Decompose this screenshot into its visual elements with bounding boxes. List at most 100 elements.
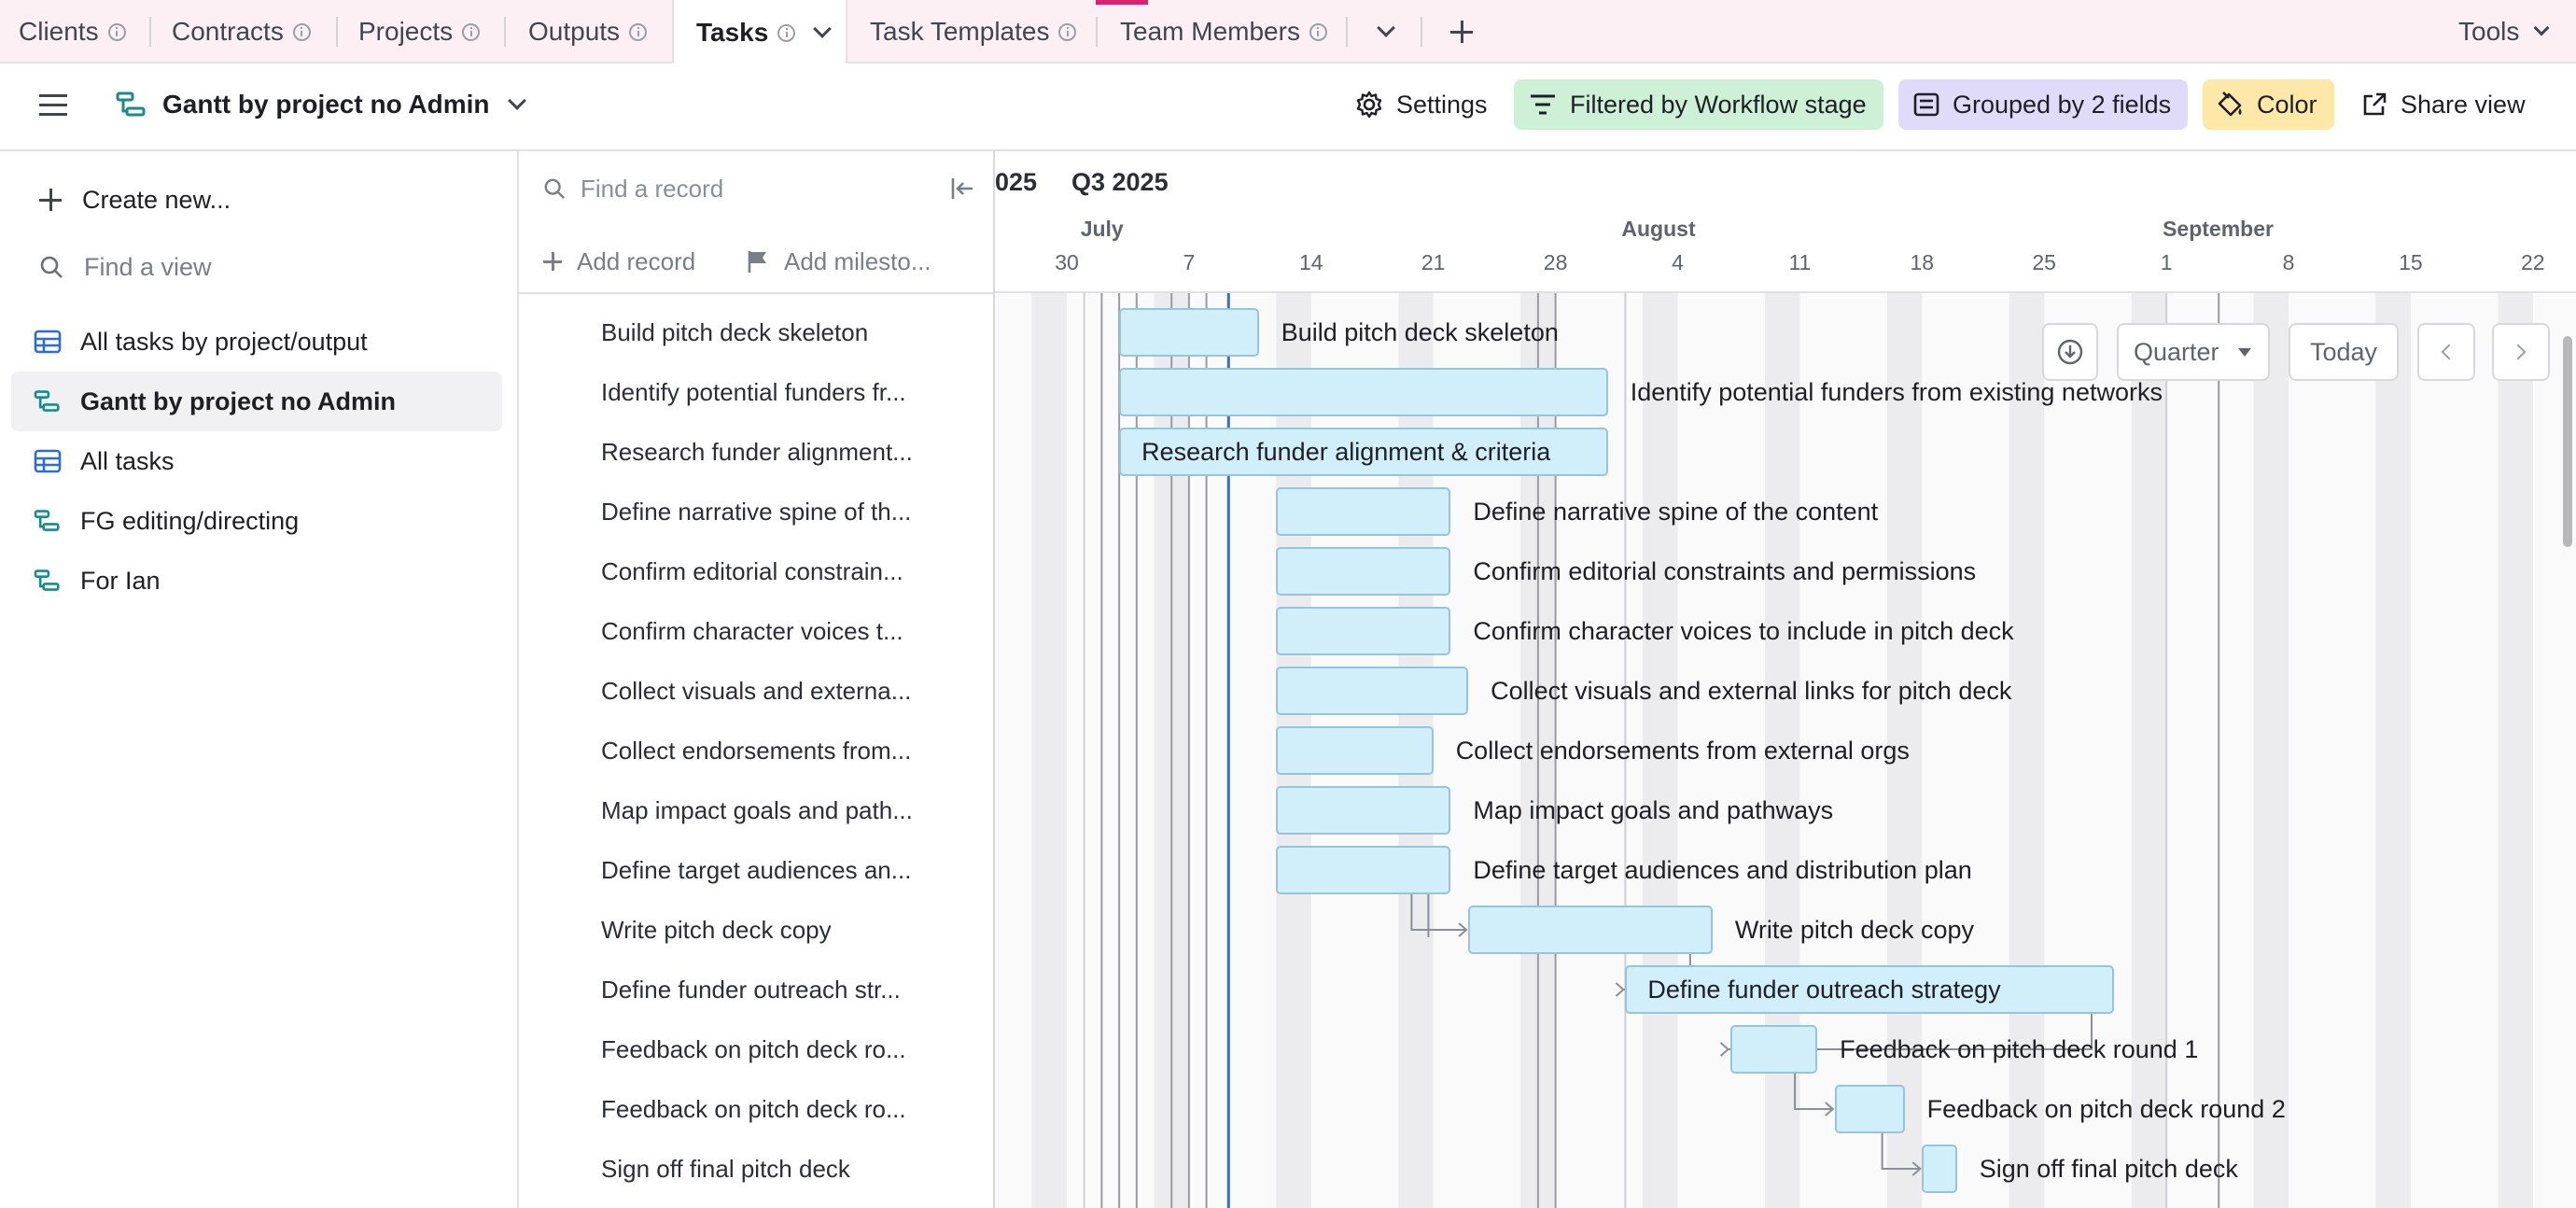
gantt-task-bar[interactable] [1119,428,1608,476]
sidebar-view-fg-editing[interactable]: FG editing/directing [11,491,502,551]
sidebar-view-label: All tasks by project/output [80,327,368,356]
find-view-search[interactable]: Find a view [11,237,502,297]
info-icon[interactable] [1058,22,1077,41]
record-row[interactable]: Define funder outreach str... [601,976,901,1004]
record-row[interactable]: Define target audiences an... [601,856,912,884]
tab-label: Outputs [528,17,621,46]
search-icon [544,178,566,200]
group-icon [1913,92,1939,117]
weekend-shading [2253,293,2289,1208]
record-row[interactable]: Feedback on pitch deck ro... [601,1095,906,1123]
tab-divider [1421,17,1422,47]
create-new-button[interactable]: Create new... [11,170,502,230]
record-row[interactable]: Identify potential funders fr... [601,378,906,406]
record-row[interactable]: Collect endorsements from... [601,737,912,765]
info-icon[interactable] [777,23,796,42]
gantt-view-icon [34,390,60,412]
find-record-search[interactable]: Find a record [543,168,723,209]
group-button[interactable]: Grouped by 2 fields [1898,79,2189,130]
vertical-scrollbar[interactable] [2563,336,2572,547]
info-icon[interactable] [462,22,481,41]
dependency-arrowhead [1911,1161,1922,1176]
record-row[interactable]: Sign off final pitch deck [601,1155,850,1183]
previous-period-button[interactable] [2417,323,2475,381]
tab-outputs[interactable]: Outputs [528,0,648,63]
record-row[interactable]: Map impact goals and path... [601,796,913,824]
gantt-task-bar[interactable] [1276,487,1451,536]
sidebar-view-for-ian[interactable]: For Ian [11,551,502,611]
dependency-arrowhead [1825,1102,1835,1117]
gantt-task-bar[interactable] [1276,786,1451,835]
record-row[interactable]: Write pitch deck copy [601,916,832,944]
filter-button[interactable]: Filtered by Workflow stage [1514,79,1883,130]
timescale-select[interactable]: Quarter [2117,323,2270,381]
dependency-arrowhead [1615,982,1625,997]
gantt-task-bar[interactable] [1468,906,1713,954]
record-row[interactable]: Confirm editorial constrain... [601,557,903,585]
divider [519,292,993,294]
info-icon[interactable] [1309,22,1327,41]
record-row[interactable]: Confirm character voices t... [601,617,903,645]
plus-icon [39,189,62,211]
color-button[interactable]: Color [2203,79,2334,130]
external-link-icon [2363,92,2387,116]
record-row[interactable]: Feedback on pitch deck ro... [601,1035,906,1063]
gantt-task-label: Confirm editorial constraints and permis… [1473,557,1977,585]
gantt-task-bar[interactable] [1834,1085,1905,1133]
chevron-down-icon [507,91,526,110]
table-tab-bar: Clients Contracts Projects Outputs Tasks… [0,0,2576,65]
view-switcher[interactable]: Gantt by project no Admin [99,79,540,130]
dependency-connector [1881,1133,1921,1170]
week-label: 4 [1672,250,1684,274]
gantt-task-bar[interactable] [1276,667,1469,715]
chevron-down-icon[interactable] [813,20,833,38]
tab-projects[interactable]: Projects [358,0,481,63]
gantt-task-bar[interactable] [1276,547,1451,596]
gantt-task-bar[interactable] [1119,308,1259,357]
gantt-task-bar[interactable] [1276,726,1434,775]
info-icon[interactable] [107,22,126,41]
active-tab-indicator [1096,0,1148,5]
sidebar-view-all-tasks[interactable]: All tasks [11,431,502,491]
tab-tasks[interactable]: Tasks [672,0,847,65]
add-milestone-button[interactable]: Add milesto... [747,241,931,282]
gantt-task-bar[interactable] [1922,1145,1957,1193]
download-button[interactable] [2042,323,2098,381]
tab-team-members[interactable]: Team Members [1120,0,1327,63]
info-icon[interactable] [292,22,311,41]
chevron-left-icon [2441,344,2457,360]
info-icon[interactable] [629,22,648,41]
sidebar-view-all-tasks-by-project[interactable]: All tasks by project/output [11,312,502,372]
gantt-task-bar[interactable] [1119,368,1608,416]
record-row[interactable]: Build pitch deck skeleton [601,318,869,346]
next-period-button[interactable] [2492,323,2550,381]
record-row[interactable]: Define narrative spine of th... [601,498,912,526]
gantt-task-bar[interactable] [1625,965,2114,1014]
dependency-arrowhead [1719,1042,1730,1057]
gantt-task-bar[interactable] [1276,846,1451,894]
settings-button[interactable]: Settings [1338,79,1505,130]
collapse-panel-icon[interactable] [950,176,974,202]
today-button[interactable]: Today [2289,323,2399,381]
week-label: 7 [1183,250,1196,274]
tools-menu[interactable]: Tools [2458,0,2550,63]
gantt-task-bar[interactable] [1729,1025,1818,1074]
tab-contracts[interactable]: Contracts [172,0,311,63]
tab-clients[interactable]: Clients [19,0,126,63]
find-view-input[interactable]: Find a view [84,252,212,281]
sidebar-view-gantt-by-project[interactable]: Gantt by project no Admin [11,372,502,431]
find-record-input[interactable]: Find a record [581,174,724,203]
weekend-shading [2498,293,2533,1208]
record-row[interactable]: Collect visuals and externa... [601,677,912,705]
add-record-button[interactable]: Add record [543,241,695,282]
add-table-plus-icon[interactable] [1445,0,1478,63]
record-row[interactable]: Research funder alignment... [601,438,913,466]
more-tables-chevron-icon[interactable] [1372,0,1400,63]
sidebar-view-label: For Ian [80,566,161,595]
share-view-button[interactable]: Share view [2345,79,2542,130]
today-label: Today [2309,337,2378,366]
gantt-task-bar[interactable] [1276,607,1451,655]
gantt-task-label: Map impact goals and pathways [1473,796,1834,824]
tab-task-templates[interactable]: Task Templates [870,0,1077,63]
hamburger-menu-icon[interactable] [26,79,80,130]
